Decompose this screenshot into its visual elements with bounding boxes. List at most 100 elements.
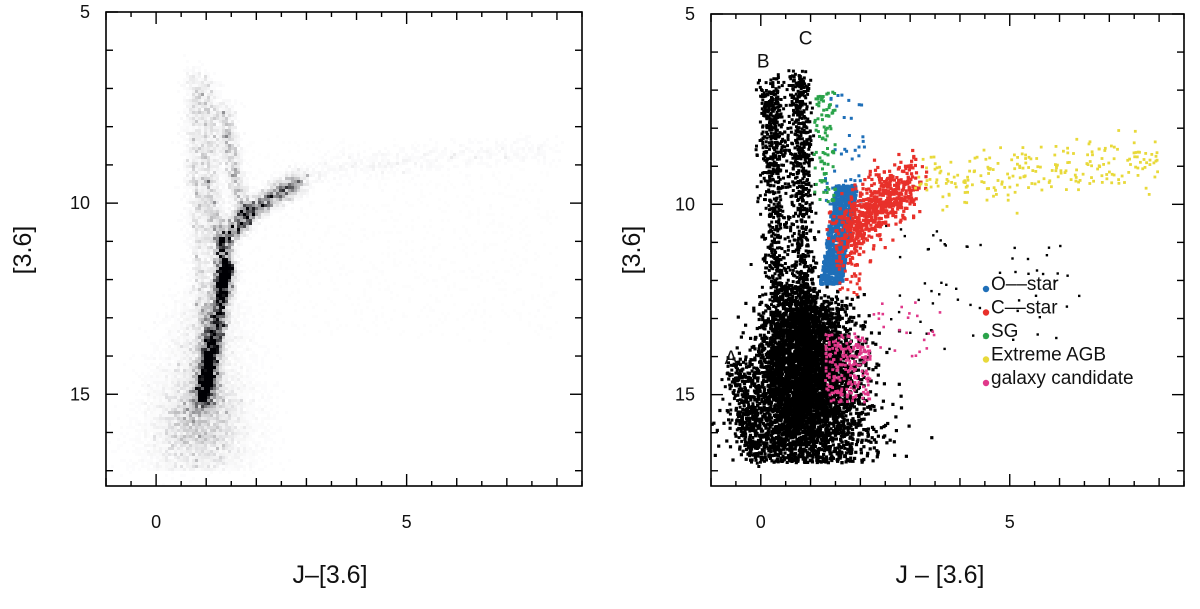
density-bin: [210, 279, 213, 282]
density-bin: [246, 150, 249, 153]
density-bin: [222, 411, 225, 414]
density-bin: [420, 192, 423, 195]
density-bin: [231, 330, 234, 333]
density-bin: [201, 222, 204, 225]
density-bin: [222, 294, 225, 297]
density-bin: [210, 174, 213, 177]
density-bin: [177, 354, 180, 357]
density-bin: [387, 255, 390, 258]
density-bin: [177, 450, 180, 453]
density-bin: [489, 150, 492, 153]
density-bin: [240, 318, 243, 321]
density-bin: [258, 324, 261, 327]
density-bin: [258, 297, 261, 300]
density-bin: [204, 312, 207, 315]
density-bin: [222, 375, 225, 378]
density-bin: [396, 162, 399, 165]
density-bin: [192, 132, 195, 135]
density-bin: [177, 459, 180, 462]
density-bin: [153, 357, 156, 360]
density-bin: [282, 207, 285, 210]
density-bin: [249, 213, 252, 216]
density-bin: [255, 228, 258, 231]
density-bin: [201, 354, 204, 357]
density-bin: [228, 207, 231, 210]
density-bin: [249, 384, 252, 387]
density-bin: [303, 171, 306, 174]
density-bin: [201, 150, 204, 153]
density-bin: [201, 315, 204, 318]
density-bin: [192, 135, 195, 138]
density-bin: [240, 360, 243, 363]
density-bin: [228, 462, 231, 465]
density-bin: [240, 408, 243, 411]
density-bin: [480, 279, 483, 282]
density-bin: [423, 174, 426, 177]
density-bin: [237, 291, 240, 294]
density-bin: [219, 141, 222, 144]
density-bin: [333, 171, 336, 174]
density-bin: [216, 129, 219, 132]
density-bin: [207, 267, 210, 270]
density-bin: [363, 228, 366, 231]
density-bin: [282, 174, 285, 177]
density-bin: [255, 189, 258, 192]
density-bin: [276, 345, 279, 348]
density-bin: [183, 291, 186, 294]
density-bin: [303, 306, 306, 309]
density-bin: [240, 438, 243, 441]
density-bin: [195, 177, 198, 180]
density-bin: [210, 237, 213, 240]
density-bin: [246, 336, 249, 339]
density-bin: [201, 78, 204, 81]
density-bin: [432, 159, 435, 162]
density-bin: [195, 249, 198, 252]
density-bin: [156, 426, 159, 429]
density-bin: [474, 153, 477, 156]
density-bin: [402, 192, 405, 195]
density-bin: [201, 459, 204, 462]
density-bin: [252, 327, 255, 330]
density-bin: [183, 402, 186, 405]
density-bin: [228, 279, 231, 282]
density-bin: [336, 171, 339, 174]
density-bin: [147, 459, 150, 462]
density-bin: [249, 357, 252, 360]
density-bin: [162, 462, 165, 465]
density-bin: [204, 267, 207, 270]
density-bin: [324, 177, 327, 180]
density-bin: [189, 381, 192, 384]
density-bin: [198, 378, 201, 381]
density-bin: [249, 165, 252, 168]
density-bin: [210, 432, 213, 435]
density-bin: [237, 417, 240, 420]
density-bin: [228, 354, 231, 357]
density-bin: [300, 180, 303, 183]
density-bin: [228, 435, 231, 438]
density-bin: [201, 96, 204, 99]
density-bin: [477, 219, 480, 222]
density-bin: [195, 135, 198, 138]
density-bin: [192, 339, 195, 342]
density-bin: [186, 288, 189, 291]
density-bin: [528, 147, 531, 150]
density-bin: [375, 267, 378, 270]
density-bin: [183, 318, 186, 321]
density-bin: [309, 249, 312, 252]
density-bin: [183, 192, 186, 195]
density-bin: [234, 159, 237, 162]
density-bin: [168, 393, 171, 396]
density-bin: [234, 456, 237, 459]
density-bin: [201, 294, 204, 297]
density-bin: [219, 120, 222, 123]
density-bin: [297, 186, 300, 189]
density-bin: [252, 213, 255, 216]
density-bin: [255, 375, 258, 378]
density-bin: [162, 453, 165, 456]
density-bin: [390, 165, 393, 168]
density-bin: [156, 381, 159, 384]
density-bin: [165, 408, 168, 411]
density-bin: [243, 153, 246, 156]
density-bin: [210, 372, 213, 375]
density-bin: [195, 96, 198, 99]
